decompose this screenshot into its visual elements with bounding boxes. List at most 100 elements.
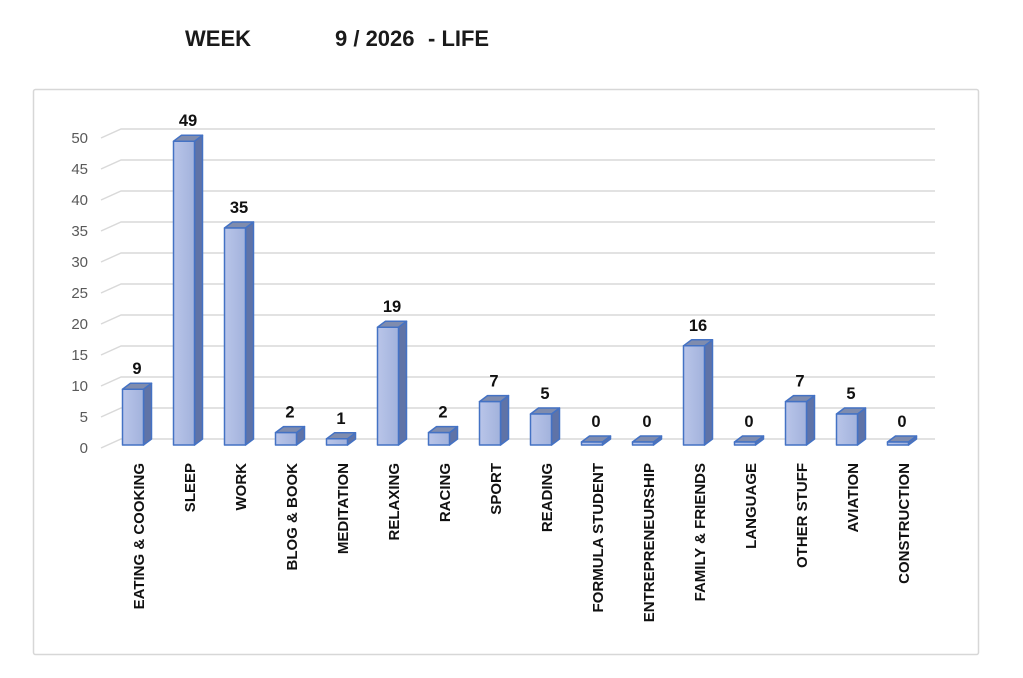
y-tick-label-5: 5	[80, 409, 88, 426]
chart-title-week: WEEK	[185, 26, 251, 51]
bar-front-face[interactable]	[121, 388, 145, 446]
bar-side-face[interactable]	[499, 394, 510, 446]
chart-title: WEEK 9 / 2026 - LIFE	[0, 26, 1023, 58]
value-label-work: 35	[230, 199, 248, 217]
category-label-racing: RACING	[437, 463, 454, 522]
chart-plot-frame[interactable]	[32, 88, 980, 656]
value-label-eating-cooking: 9	[132, 360, 141, 378]
bar-front-face[interactable]	[478, 400, 502, 446]
y-tick-label-50: 50	[71, 130, 88, 147]
bar-racing[interactable]	[427, 425, 459, 446]
bar-front-face[interactable]	[529, 413, 553, 446]
bar-sport[interactable]	[478, 394, 510, 446]
category-label-sport: SPORT	[488, 463, 505, 515]
bar-other-stuff[interactable]	[784, 394, 816, 446]
bar-front-face[interactable]	[580, 441, 604, 446]
y-tick-label-25: 25	[71, 285, 88, 302]
value-label-reading: 5	[540, 385, 549, 403]
gridline-50	[100, 128, 935, 139]
bar-side-face[interactable]	[805, 394, 816, 446]
gridline-15	[100, 345, 935, 356]
y-axis-labels: 0 5 10 15 20 25 30 35 40 45 50	[71, 130, 88, 457]
bar-side-face[interactable]	[142, 382, 153, 446]
bar-front-face[interactable]	[682, 345, 706, 446]
gridline-5	[100, 407, 935, 418]
gridline-35	[100, 221, 935, 232]
chart-title-weeknumber-year: 9 / 2026	[335, 26, 415, 51]
y-tick-label-0: 0	[80, 440, 88, 457]
gridline-0	[100, 438, 935, 449]
category-label-aviation: AVIATION	[845, 463, 862, 532]
gridline-45	[100, 159, 935, 170]
bar-blog-book[interactable]	[274, 425, 306, 446]
bar-series[interactable]	[121, 134, 918, 446]
bar-front-face[interactable]	[223, 227, 247, 446]
value-label-family-friends: 16	[689, 317, 707, 335]
value-label-other-stuff: 7	[795, 373, 804, 391]
bar-eating-cooking[interactable]	[121, 382, 153, 446]
y-tick-label-15: 15	[71, 347, 88, 364]
bar-front-face[interactable]	[325, 438, 349, 446]
value-label-formula-student: 0	[591, 413, 600, 431]
bar-front-face[interactable]	[427, 431, 451, 446]
category-label-blog-book: BLOG & BOOK	[284, 463, 301, 571]
bar-front-face[interactable]	[631, 441, 655, 446]
category-label-family-friends: FAMILY & FRIENDS	[692, 463, 709, 601]
bar-reading[interactable]	[529, 407, 561, 446]
category-label-sleep: SLEEP	[182, 463, 199, 512]
bar-construction[interactable]	[886, 435, 918, 446]
bar-front-face[interactable]	[274, 431, 298, 446]
bar-sleep[interactable]	[172, 134, 204, 446]
category-label-eating-cooking: EATING & COOKING	[131, 463, 148, 609]
gridline-20	[100, 314, 935, 325]
value-label-entrepreneurship: 0	[642, 413, 651, 431]
gridline-25	[100, 283, 935, 294]
bar-side-face[interactable]	[244, 221, 255, 446]
y-tick-label-35: 35	[71, 223, 88, 240]
y-tick-label-45: 45	[71, 161, 88, 178]
value-label-relaxing: 19	[383, 298, 401, 316]
y-tick-label-30: 30	[71, 254, 88, 271]
y-tick-label-20: 20	[71, 316, 88, 333]
category-label-construction: CONSTRUCTION	[896, 463, 913, 584]
bar-work[interactable]	[223, 221, 255, 446]
bar-language[interactable]	[733, 435, 765, 446]
chart-title-suffix: - LIFE	[428, 26, 490, 51]
y-tick-label-10: 10	[71, 378, 88, 395]
bar-front-face[interactable]	[733, 441, 757, 446]
category-axis-labels: EATING & COOKING SLEEP WORK BLOG & BOOK MEDI…	[131, 463, 913, 622]
bar-family-friends[interactable]	[682, 339, 714, 446]
gridline-10	[100, 376, 935, 387]
bar-relaxing[interactable]	[376, 320, 408, 446]
bar-front-face[interactable]	[784, 400, 808, 446]
value-label-racing: 2	[438, 404, 447, 422]
value-label-aviation: 5	[846, 385, 855, 403]
bar-meditation[interactable]	[325, 432, 357, 446]
bar-front-face[interactable]	[172, 140, 196, 446]
value-label-meditation: 1	[336, 410, 345, 428]
category-label-entrepreneurship: ENTREPRENEURSHIP	[641, 463, 658, 622]
value-label-blog-book: 2	[285, 404, 294, 422]
bar-front-face[interactable]	[886, 441, 910, 446]
bar-front-face[interactable]	[835, 413, 859, 446]
y-tick-label-40: 40	[71, 192, 88, 209]
bar-side-face[interactable]	[193, 134, 204, 446]
category-label-relaxing: RELAXING	[386, 463, 403, 541]
bar-entrepreneurship[interactable]	[631, 435, 663, 446]
category-label-reading: READING	[539, 463, 556, 532]
bar-side-face[interactable]	[703, 339, 714, 446]
value-label-sport: 7	[489, 373, 498, 391]
category-label-work: WORK	[233, 463, 250, 511]
value-label-sleep: 49	[179, 112, 197, 130]
bar-side-face[interactable]	[397, 320, 408, 446]
bar-aviation[interactable]	[835, 407, 867, 446]
value-label-language: 0	[744, 413, 753, 431]
category-label-formula-student: FORMULA STUDENT	[590, 463, 607, 612]
bar-front-face[interactable]	[376, 326, 400, 446]
category-label-meditation: MEDITATION	[335, 463, 352, 554]
gridline-40	[100, 190, 935, 201]
bar-formula-student[interactable]	[580, 435, 612, 446]
